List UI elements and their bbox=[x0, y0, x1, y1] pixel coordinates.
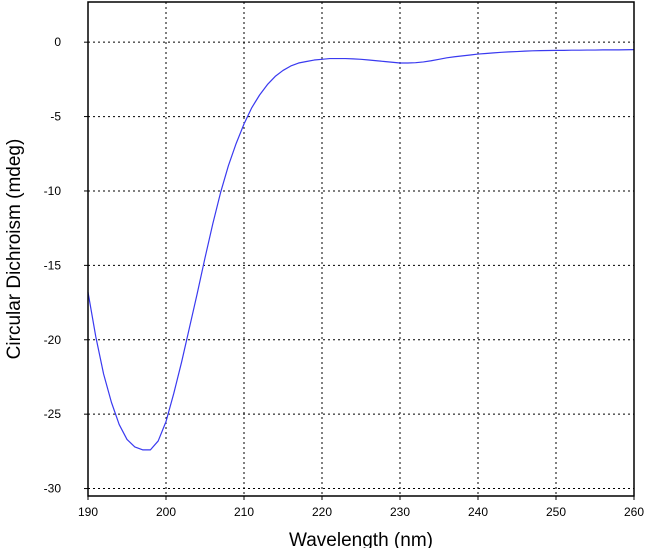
y-tick-label: 0 bbox=[54, 35, 61, 49]
y-axis-title: Circular Dichroism (mdeg) bbox=[4, 139, 25, 360]
x-tick-label: 210 bbox=[234, 505, 254, 519]
series-layer bbox=[87, 49, 635, 451]
x-tick-label: 200 bbox=[156, 505, 176, 519]
x-tick-label: 190 bbox=[78, 505, 98, 519]
x-tick-label: 240 bbox=[468, 505, 488, 519]
x-tick-label: 260 bbox=[624, 505, 644, 519]
x-tick-label: 230 bbox=[390, 505, 410, 519]
y-tick-label: -15 bbox=[44, 258, 62, 272]
plot-frame bbox=[87, 1, 635, 497]
x-tick-label: 250 bbox=[546, 505, 566, 519]
y-tick-label: -25 bbox=[44, 407, 62, 421]
y-tick-label: -20 bbox=[44, 333, 62, 347]
y-tick-label: -5 bbox=[50, 110, 61, 124]
x-axis-ticks: 190 200 210 220 230 240 250 260 bbox=[78, 496, 644, 519]
y-axis-ticks: 0 -5 -10 -15 -20 -25 -30 bbox=[44, 35, 88, 496]
y-tick-label: -10 bbox=[44, 184, 62, 198]
y-tick-label: -30 bbox=[44, 482, 62, 496]
cd-series-line bbox=[87, 49, 635, 451]
x-tick-label: 220 bbox=[312, 505, 332, 519]
x-axis-title: Wavelength (nm) bbox=[289, 530, 433, 548]
grid-lines bbox=[88, 2, 634, 496]
